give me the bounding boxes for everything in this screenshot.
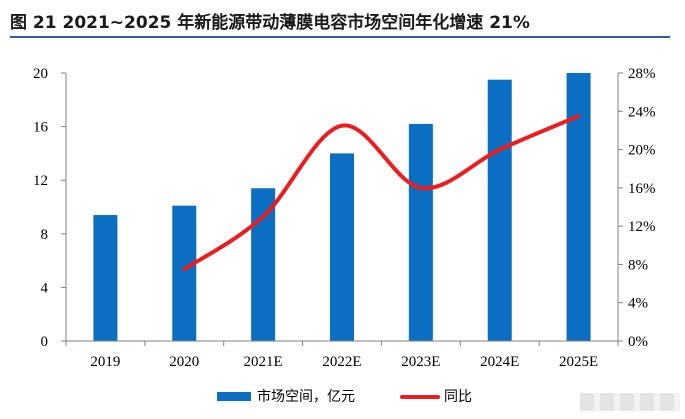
y-right-tick-label: 24%: [628, 104, 656, 120]
legend-label-line: 同比: [444, 389, 472, 405]
y-left-tick-label: 16: [33, 120, 49, 136]
y-right-tick-label: 0%: [628, 334, 648, 350]
yoy-point-2021e: [262, 216, 264, 218]
bar-2024e: [487, 79, 512, 341]
y-right-tick-label: 16%: [628, 181, 656, 197]
x-tick-label: 2022E: [322, 354, 361, 370]
bar-2023e: [408, 123, 433, 341]
yoy-point-2020: [183, 268, 185, 270]
x-tick-label: 2021E: [244, 354, 283, 370]
y-right-tick-label: 12%: [628, 219, 656, 235]
y-right-tick-label: 8%: [628, 257, 648, 273]
yoy-growth-line: [182, 114, 581, 272]
watermark: [580, 393, 680, 411]
y-left-tick-label: 4: [41, 280, 49, 296]
bar-2020: [172, 205, 197, 341]
y-left-tick-label: 8: [41, 227, 49, 243]
figure-title: 图 21 2021~2025 年新能源带动薄膜电容市场空间年化增速 21%: [10, 13, 530, 33]
bars-layer: [93, 73, 591, 341]
axes-layer: 0 4 8 12 16 20 0% 4% 8% 12% 16% 20% 24% 28% 2019 2020 20…: [33, 66, 656, 370]
bar-2019: [93, 215, 118, 341]
bar-2022e: [330, 153, 354, 341]
x-tick-label: 2025E: [559, 354, 598, 370]
legend-label-bar: 市场空间，亿元: [257, 388, 355, 405]
yoy-point-2022e: [341, 125, 343, 127]
bar-2025e: [566, 73, 591, 341]
bar-2021e: [251, 188, 276, 341]
yoy-point-2025e: [578, 115, 580, 117]
x-tick-label: 2019: [90, 354, 120, 370]
y-left-tick-label: 12: [33, 173, 48, 189]
title-rule: [10, 36, 670, 38]
y-left-tick-label: 0: [41, 334, 49, 350]
x-tick-label: 2024E: [480, 354, 519, 370]
legend-swatch-bar: [217, 392, 251, 401]
yoy-point-2024e: [499, 149, 501, 151]
y-right-tick-label: 4%: [628, 296, 648, 312]
yoy-point-2023e: [420, 187, 422, 189]
line-layer: [182, 114, 581, 272]
legend-layer: 市场空间，亿元 同比: [217, 388, 472, 405]
y-right-tick-label: 28%: [628, 66, 656, 82]
x-tick-label: 2023E: [401, 354, 440, 370]
y-left-tick-label: 20: [33, 66, 48, 82]
x-tick-label: 2020: [169, 354, 199, 370]
y-right-tick-label: 20%: [628, 143, 656, 159]
